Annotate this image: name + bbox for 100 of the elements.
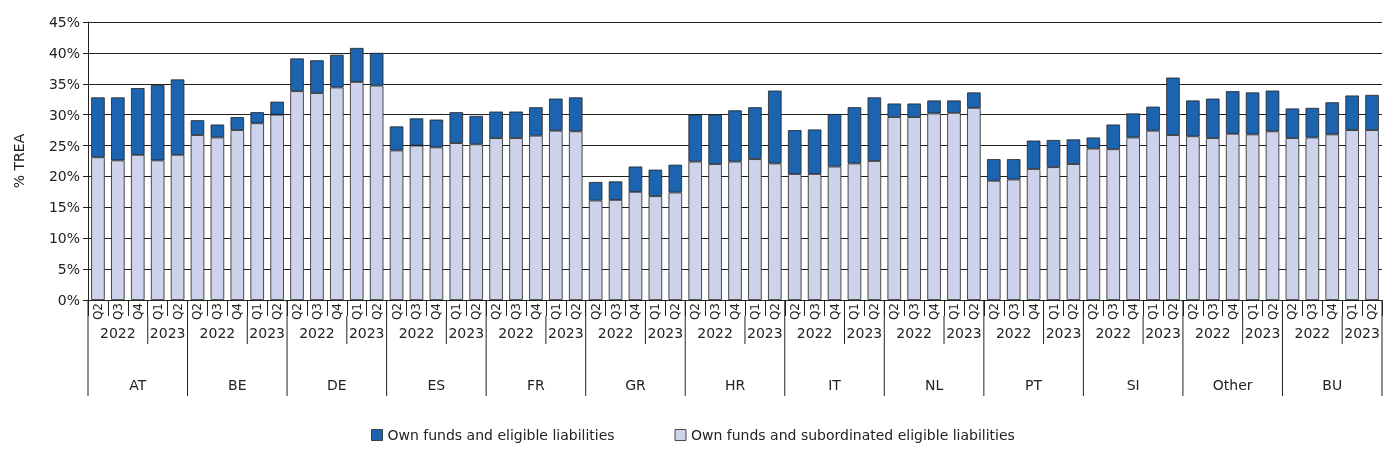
- x-tick-label: Q2: [469, 303, 484, 321]
- x-tick-label: Q2: [767, 303, 782, 321]
- x-tick-label: Q2: [568, 303, 583, 321]
- x-tick-label: Q3: [210, 303, 225, 321]
- text: 2023: [149, 325, 186, 341]
- x-tick-label: Q3: [409, 303, 424, 321]
- text: 2022: [597, 325, 634, 341]
- x-tick-label: Q2: [1185, 303, 1200, 321]
- text: IT: [828, 377, 842, 393]
- x-tick-label: Q4: [1325, 303, 1340, 321]
- x-tick-label: Q4: [528, 303, 543, 321]
- x-tick-label: Q2: [588, 303, 603, 321]
- text: 2022: [1095, 325, 1132, 341]
- y-tick-label: 15%: [48, 199, 80, 216]
- x-tick-label: Q3: [907, 303, 922, 321]
- text: 2023: [946, 325, 982, 341]
- x-tick-label: Q2: [688, 303, 703, 321]
- x-tick-label: Q2: [369, 303, 384, 321]
- x-tick-label: Q1: [1245, 303, 1260, 321]
- y-tick-label: 40%: [48, 44, 80, 61]
- x-tick-label: Q1: [548, 303, 563, 321]
- text: 2023: [846, 325, 883, 341]
- text: GR: [625, 377, 647, 393]
- y-tick-label: 0%: [57, 292, 80, 308]
- text: DE: [327, 377, 347, 393]
- x-tick-label: Q1: [150, 303, 165, 321]
- text: SI: [1126, 377, 1140, 393]
- text: ES: [427, 377, 446, 393]
- text: 2022: [697, 325, 733, 341]
- x-tick-label: Q1: [1046, 303, 1061, 321]
- text: NL: [924, 377, 944, 393]
- text: 2022: [796, 325, 833, 341]
- text: 2022: [199, 325, 236, 341]
- x-tick-label: Q2: [1086, 303, 1101, 321]
- text: 2022: [398, 325, 435, 341]
- text: 2023: [348, 325, 385, 341]
- x-tick-label: Q1: [1146, 303, 1161, 321]
- text: BE: [228, 377, 247, 393]
- x-tick-label: Q4: [1026, 303, 1041, 321]
- x-tick-label: Q2: [270, 303, 285, 321]
- x-tick-label: Q1: [946, 303, 961, 321]
- legend-label: Own funds and subordinated eligible liabilities: [691, 427, 1015, 443]
- y-tick-label: 45%: [48, 14, 80, 30]
- y-tick-label: 10%: [48, 230, 80, 247]
- x-tick-label: Q2: [887, 303, 902, 321]
- x-tick-label: Q4: [927, 303, 942, 321]
- text: 2023: [547, 325, 584, 341]
- x-tick-label: Q2: [1365, 303, 1380, 321]
- y-tick-label: 25%: [48, 137, 80, 154]
- x-tick-label: Q1: [847, 303, 862, 321]
- text: 2023: [249, 325, 285, 341]
- x-tick-label: Q4: [429, 303, 444, 321]
- x-tick-label: Q1: [747, 303, 762, 321]
- x-tick-label: Q1: [349, 303, 364, 321]
- x-tick-label: Q2: [787, 303, 802, 321]
- text: 2022: [299, 325, 335, 341]
- x-tick-label: Q1: [648, 303, 663, 321]
- x-tick-label: Q3: [1006, 303, 1021, 321]
- x-tick-label: Q3: [708, 303, 723, 321]
- x-tick-label: Q2: [1066, 303, 1081, 321]
- x-tick-label: Q2: [1165, 303, 1180, 321]
- x-tick-label: Q2: [389, 303, 404, 321]
- x-tick-label: Q4: [230, 303, 245, 321]
- text: BU: [1322, 377, 1343, 393]
- x-tick-label: Q4: [728, 303, 742, 321]
- x-tick-label: Q2: [867, 303, 882, 321]
- x-tick-label: Q1: [449, 303, 464, 321]
- text: AT: [129, 377, 147, 393]
- x-tick-label: Q3: [1106, 303, 1121, 321]
- x-tick-label: Q3: [509, 303, 524, 321]
- text: 2023: [448, 325, 485, 341]
- x-tick-label: Q2: [90, 303, 105, 321]
- x-tick-label: Q2: [1285, 303, 1300, 321]
- x-tick-label: Q3: [309, 303, 324, 321]
- x-tick-label: Q2: [170, 303, 185, 321]
- x-tick-label: Q2: [489, 303, 504, 321]
- text: 2023: [647, 325, 684, 341]
- x-tick-label: Q1: [250, 303, 265, 321]
- text: HR: [724, 377, 746, 393]
- x-tick-label: Q4: [1126, 303, 1141, 321]
- text: 2022: [995, 325, 1032, 341]
- text: FR: [527, 377, 546, 393]
- y-axis-title: % TREA: [11, 133, 27, 189]
- y-tick-label: 5%: [57, 261, 80, 278]
- y-tick-label: 35%: [48, 75, 80, 92]
- text: 2023: [1145, 325, 1181, 341]
- x-tick-label: Q1: [1345, 303, 1360, 321]
- x-tick-label: Q2: [190, 303, 205, 321]
- legend-label: Own funds and eligible liabilities: [387, 427, 615, 443]
- y-tick-label: 30%: [48, 106, 80, 123]
- x-tick-label: Q4: [1225, 303, 1240, 321]
- text: 2022: [1194, 325, 1231, 341]
- x-tick-label: Q3: [1205, 303, 1220, 321]
- x-tick-label: Q2: [1265, 303, 1280, 321]
- x-tick-label: Q2: [986, 303, 1001, 321]
- x-tick-label: Q4: [329, 303, 344, 321]
- x-tick-label: Q3: [608, 303, 623, 321]
- text: Other: [1212, 377, 1253, 393]
- x-tick-label: Q3: [110, 303, 125, 321]
- text: 2022: [1294, 325, 1331, 341]
